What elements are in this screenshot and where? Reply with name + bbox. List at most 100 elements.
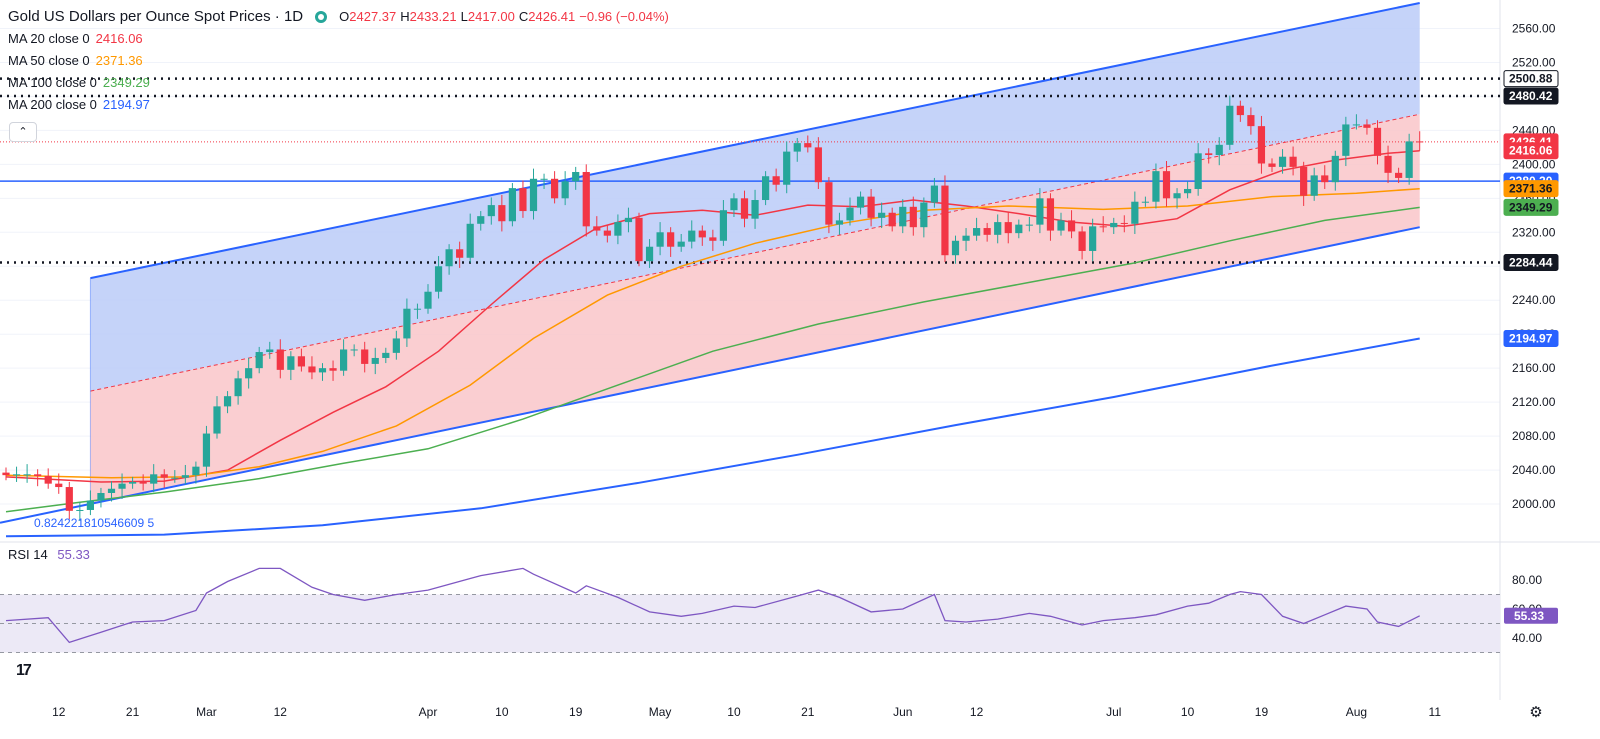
candle-body <box>287 356 295 370</box>
time-tick-label: 10 <box>1181 705 1195 719</box>
candle-body <box>1131 201 1139 224</box>
channel-mid-line <box>90 113 1420 392</box>
candle-body <box>202 433 211 467</box>
candle-body <box>856 196 865 208</box>
candle-body <box>498 205 506 222</box>
candle-body <box>1236 105 1244 116</box>
candle-body <box>1289 156 1297 167</box>
price-badge-label: 2371.36 <box>1509 182 1553 196</box>
collapse-legend-button[interactable]: ⌃ <box>9 122 37 142</box>
candle-body <box>783 151 791 185</box>
moving-averages <box>5 149 1420 538</box>
ohlc-value: −0.96 (−0.04%) <box>579 9 669 24</box>
candle-body <box>139 481 147 484</box>
candle-body <box>1352 124 1360 126</box>
candle-body <box>466 223 474 258</box>
candle-body <box>656 232 664 247</box>
candle-body <box>129 481 137 484</box>
candle-body <box>65 487 73 511</box>
ma-value: 2416.06 <box>95 31 143 46</box>
ohlc-item: C2426.41 <box>519 9 575 24</box>
candle-body <box>835 220 844 225</box>
candle-body <box>1004 222 1012 234</box>
candle-body <box>192 466 200 476</box>
candle-body <box>97 492 105 501</box>
time-tick-label: 10 <box>727 705 741 719</box>
candle-body <box>1141 201 1149 203</box>
candle-body <box>107 488 116 493</box>
candle-body <box>276 349 284 370</box>
candle-body <box>551 178 559 199</box>
candle-body <box>160 474 168 478</box>
price-badge <box>1503 180 1559 198</box>
ohlc-value: 2426.41 <box>528 9 576 24</box>
ohlc-label: O <box>339 9 350 24</box>
settings-gear-icon[interactable]: ⚙ <box>1529 704 1543 721</box>
candle-body <box>55 483 63 488</box>
ohlc-item: H2433.21 <box>400 9 456 24</box>
candle-body <box>1099 226 1107 228</box>
time-tick-label: May <box>649 705 672 719</box>
candle-body <box>2 472 10 476</box>
candle-body <box>329 368 337 371</box>
candle-body <box>171 477 179 479</box>
candle-body <box>1363 124 1371 128</box>
ma-legend-item[interactable]: MA 100 close 0 2349.29 <box>8 72 673 94</box>
candle-body <box>118 483 126 489</box>
candle-body <box>719 210 727 241</box>
candle-body <box>76 509 84 511</box>
candle-body <box>1194 153 1202 189</box>
candle-body <box>973 228 981 236</box>
candle-body <box>909 206 917 228</box>
candle-body <box>382 352 390 358</box>
candle-body <box>561 181 569 199</box>
candle-body <box>698 230 706 238</box>
candle-body <box>1268 163 1276 167</box>
ohlc-value: 2427.37 <box>349 9 397 24</box>
ma-legend-item[interactable]: MA 50 close 0 2371.36 <box>8 50 673 72</box>
ma-line <box>5 206 1420 513</box>
candle-body <box>1373 127 1382 156</box>
time-tick-label: 19 <box>569 705 583 719</box>
time-tick-label: Apr <box>419 705 438 719</box>
rsi-tick-label: 40.00 <box>1512 631 1542 645</box>
candle-body <box>392 338 400 353</box>
candle-body <box>825 182 833 225</box>
candle-body <box>487 205 495 217</box>
chart-title: Gold US Dollars per Ounce Spot Prices · … <box>8 8 304 25</box>
candle-body <box>12 474 21 476</box>
price-badge-label: 2349.29 <box>1509 200 1553 214</box>
ohlc-value: 2417.00 <box>467 9 515 24</box>
candle-body <box>930 185 938 203</box>
price-tick-label: 2240.00 <box>1512 293 1556 307</box>
candle-body <box>1215 144 1223 156</box>
candlesticks <box>2 95 1424 522</box>
candle-body <box>962 235 970 241</box>
chevron-up-icon: ⌃ <box>18 126 28 138</box>
rsi-tick-label: 80.00 <box>1512 573 1542 587</box>
candle-body <box>181 475 189 478</box>
ma-legend-item[interactable]: MA 200 close 0 2194.97 <box>8 94 673 116</box>
candle-body <box>593 226 601 231</box>
candle-body <box>308 366 316 373</box>
channel-lower-fill <box>90 114 1420 505</box>
candle-body <box>245 368 253 379</box>
ma-value: 2371.36 <box>95 53 143 68</box>
ma-line <box>5 187 1420 479</box>
candle-body <box>456 249 464 258</box>
candle-body <box>814 147 822 183</box>
candle-body <box>878 212 886 218</box>
time-tick-label: Jul <box>1106 705 1121 719</box>
ma-legend-item[interactable]: MA 20 close 0 2416.06 <box>8 28 673 50</box>
candle-body <box>44 476 52 484</box>
rsi-value: 55.33 <box>57 547 90 562</box>
candle-body <box>804 143 812 148</box>
time-tick-label: 21 <box>126 705 140 719</box>
price-tick-label: 2080.00 <box>1512 429 1556 443</box>
ma-label: MA 100 close 0 <box>8 75 97 90</box>
price-tick-label: 2120.00 <box>1512 395 1556 409</box>
price-badge-label: 2194.97 <box>1509 331 1553 345</box>
legend-title-row: Gold US Dollars per Ounce Spot Prices · … <box>8 6 673 28</box>
rsi-badge-label: 55.33 <box>1514 609 1544 623</box>
